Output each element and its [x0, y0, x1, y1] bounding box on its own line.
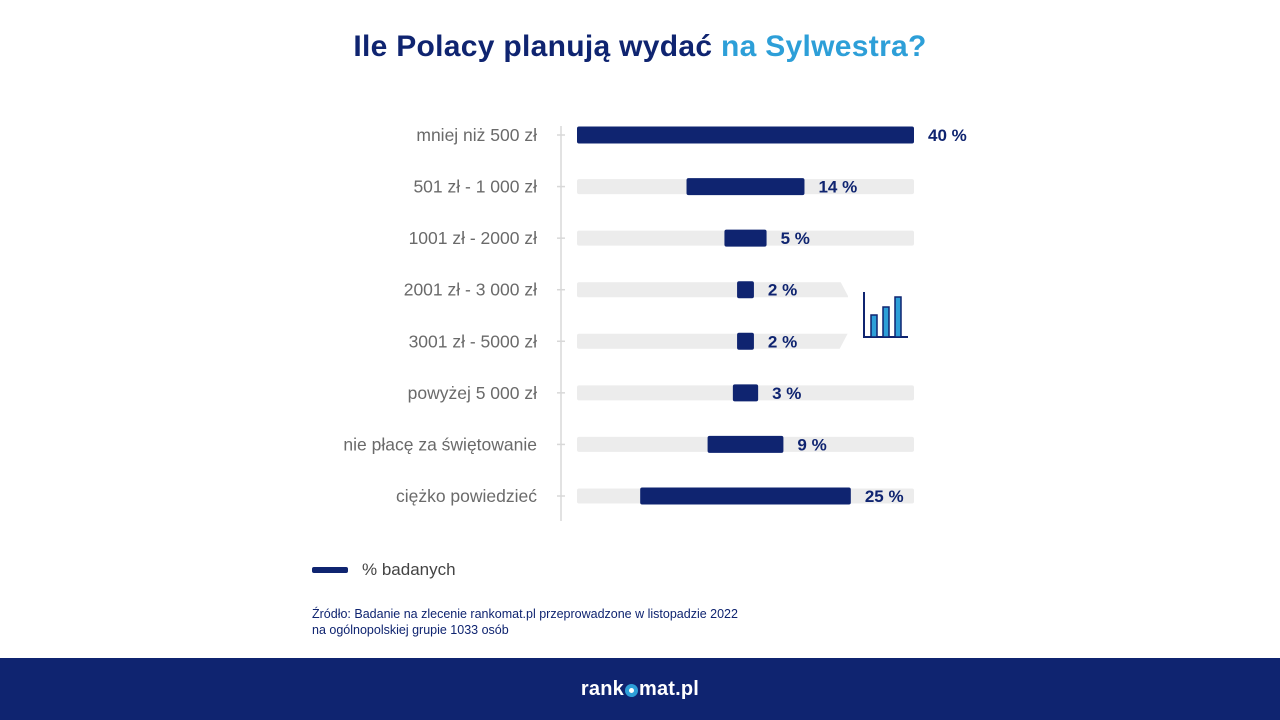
bar [737, 281, 754, 299]
source-line-1: Źródło: Badanie na zlecenie rankomat.pl … [312, 607, 738, 621]
logo-dot-icon [624, 683, 638, 697]
category-label: mniej niż 500 zł [416, 125, 537, 145]
source-line-2: na ogólnopolskiej grupie 1033 osób [312, 623, 509, 637]
category-label: ciężko powiedzieć [396, 486, 537, 506]
category-label: 2001 zł - 3 000 zł [404, 280, 537, 300]
bar-chart: mniej niż 500 zł 40 % 501 zł - 1 000 zł 14 … [343, 125, 967, 521]
bar [577, 126, 914, 144]
bar [732, 384, 759, 402]
bar [707, 435, 784, 453]
value-label: 14 % [818, 178, 857, 197]
icon-notch [838, 277, 920, 352]
source-note: Źródło: Badanie na zlecenie rankomat.pl … [312, 606, 738, 638]
bar [686, 178, 805, 196]
value-label: 2 % [768, 332, 797, 351]
legend-swatch [312, 567, 348, 573]
icon-axis [863, 292, 908, 338]
bar [737, 332, 754, 350]
legend-label: % badanych [362, 560, 456, 579]
category-label: nie płacę za świętowanie [343, 434, 537, 454]
brand-logo: rank mat.pl [580, 677, 700, 700]
category-label: powyżej 5 000 zł [408, 383, 537, 403]
category-label: 501 zł - 1 000 zł [413, 177, 537, 197]
bar-chart-icon [863, 292, 908, 338]
value-label: 25 % [865, 487, 904, 506]
value-label: 5 % [781, 229, 810, 248]
bar [640, 487, 851, 505]
value-label: 3 % [772, 384, 801, 403]
icon-bar [870, 314, 878, 338]
chart-title: Ile Polacy planują wydać na Sylwestra? [0, 30, 1280, 64]
bar [724, 229, 767, 247]
category-label: 1001 zł - 2000 zł [409, 228, 538, 248]
footer-bar: rank mat.pl [0, 658, 1280, 720]
chart-title-part2: na Sylwestra? [721, 30, 927, 63]
value-label: 9 % [797, 435, 826, 454]
value-label: 2 % [768, 281, 797, 300]
chart-legend: % badanych [312, 558, 456, 582]
value-label: 40 % [928, 126, 967, 145]
category-label: 3001 zł - 5000 zł [409, 331, 538, 351]
icon-bar [882, 306, 890, 338]
chart-title-part1: Ile Polacy planują wydać [353, 30, 721, 63]
icon-bar [894, 296, 902, 338]
